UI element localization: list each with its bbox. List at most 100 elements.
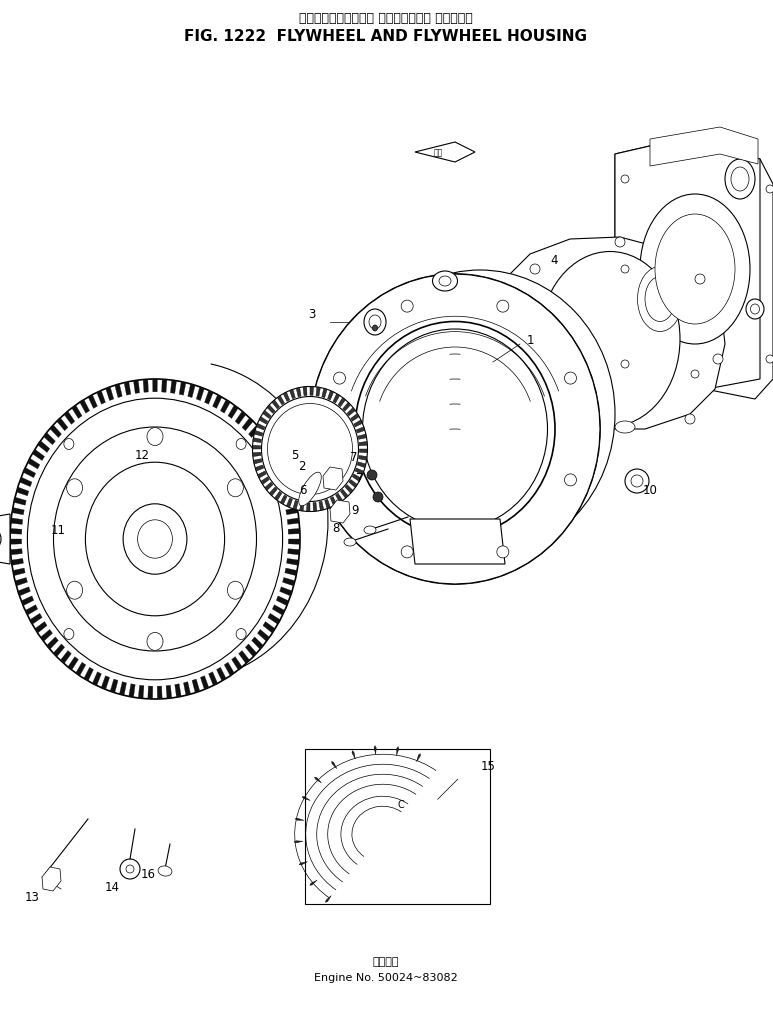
Polygon shape (60, 651, 71, 664)
Polygon shape (295, 818, 304, 821)
Polygon shape (615, 140, 773, 399)
Text: 10: 10 (642, 483, 658, 496)
Polygon shape (80, 400, 90, 413)
Polygon shape (325, 896, 332, 903)
Polygon shape (283, 392, 290, 402)
Polygon shape (286, 508, 298, 516)
Ellipse shape (310, 275, 600, 584)
Text: 8: 8 (332, 521, 339, 534)
Ellipse shape (615, 422, 635, 434)
Ellipse shape (147, 633, 163, 651)
Polygon shape (300, 502, 304, 512)
Polygon shape (330, 497, 337, 507)
Ellipse shape (695, 275, 705, 285)
Polygon shape (352, 474, 361, 482)
Polygon shape (18, 587, 30, 596)
Polygon shape (259, 418, 267, 425)
Polygon shape (253, 446, 261, 450)
Ellipse shape (236, 439, 246, 450)
Polygon shape (0, 515, 10, 564)
Ellipse shape (401, 546, 413, 558)
Text: 13: 13 (25, 891, 39, 904)
Text: 14: 14 (104, 881, 120, 894)
Ellipse shape (227, 581, 243, 600)
Ellipse shape (615, 238, 625, 248)
Polygon shape (322, 389, 327, 398)
Polygon shape (38, 441, 49, 453)
Polygon shape (253, 453, 261, 457)
Polygon shape (249, 426, 260, 438)
Ellipse shape (621, 176, 629, 184)
Polygon shape (46, 637, 59, 650)
Ellipse shape (123, 504, 187, 574)
Ellipse shape (497, 546, 509, 558)
Polygon shape (220, 400, 230, 413)
Polygon shape (313, 502, 317, 512)
Polygon shape (296, 388, 301, 397)
Ellipse shape (85, 463, 225, 616)
Polygon shape (358, 435, 366, 440)
Polygon shape (333, 394, 340, 403)
Polygon shape (152, 380, 158, 392)
Ellipse shape (638, 267, 683, 333)
Polygon shape (111, 679, 118, 693)
Ellipse shape (355, 323, 555, 537)
Polygon shape (261, 477, 269, 485)
Polygon shape (264, 482, 273, 491)
Polygon shape (76, 662, 86, 676)
Polygon shape (287, 559, 298, 566)
Ellipse shape (345, 271, 615, 558)
Polygon shape (265, 450, 278, 461)
Ellipse shape (373, 492, 383, 502)
Polygon shape (157, 686, 162, 700)
Polygon shape (397, 747, 399, 755)
Polygon shape (40, 630, 53, 642)
Ellipse shape (147, 429, 163, 446)
Polygon shape (93, 672, 101, 685)
Polygon shape (288, 519, 299, 525)
Polygon shape (261, 441, 272, 453)
Polygon shape (328, 391, 334, 400)
Polygon shape (10, 549, 22, 555)
Ellipse shape (261, 397, 359, 502)
Ellipse shape (631, 475, 643, 487)
Polygon shape (316, 387, 320, 396)
Polygon shape (359, 450, 367, 453)
Polygon shape (307, 503, 310, 512)
Polygon shape (179, 382, 186, 395)
Ellipse shape (66, 581, 83, 600)
Polygon shape (270, 459, 282, 469)
Ellipse shape (236, 629, 246, 640)
Polygon shape (10, 529, 22, 535)
Ellipse shape (138, 521, 172, 559)
Polygon shape (325, 499, 330, 510)
Ellipse shape (731, 168, 749, 192)
Polygon shape (257, 630, 270, 642)
Ellipse shape (433, 272, 458, 292)
Polygon shape (35, 622, 47, 634)
Polygon shape (615, 140, 760, 394)
Polygon shape (228, 405, 238, 420)
Polygon shape (101, 676, 110, 690)
Polygon shape (415, 143, 475, 163)
Polygon shape (359, 442, 367, 446)
Ellipse shape (766, 186, 773, 194)
Polygon shape (257, 471, 266, 478)
Polygon shape (28, 459, 40, 469)
Text: 16: 16 (141, 867, 155, 881)
Polygon shape (235, 411, 246, 425)
Polygon shape (310, 275, 600, 584)
Ellipse shape (691, 371, 699, 379)
Polygon shape (276, 596, 289, 606)
Polygon shape (242, 419, 254, 432)
Text: 4: 4 (550, 253, 558, 266)
Polygon shape (288, 540, 300, 545)
Polygon shape (330, 500, 350, 524)
Polygon shape (254, 431, 263, 437)
Polygon shape (88, 395, 97, 409)
Polygon shape (417, 754, 421, 762)
Polygon shape (495, 238, 725, 430)
Ellipse shape (497, 301, 509, 312)
Polygon shape (224, 662, 234, 676)
Polygon shape (13, 568, 26, 576)
